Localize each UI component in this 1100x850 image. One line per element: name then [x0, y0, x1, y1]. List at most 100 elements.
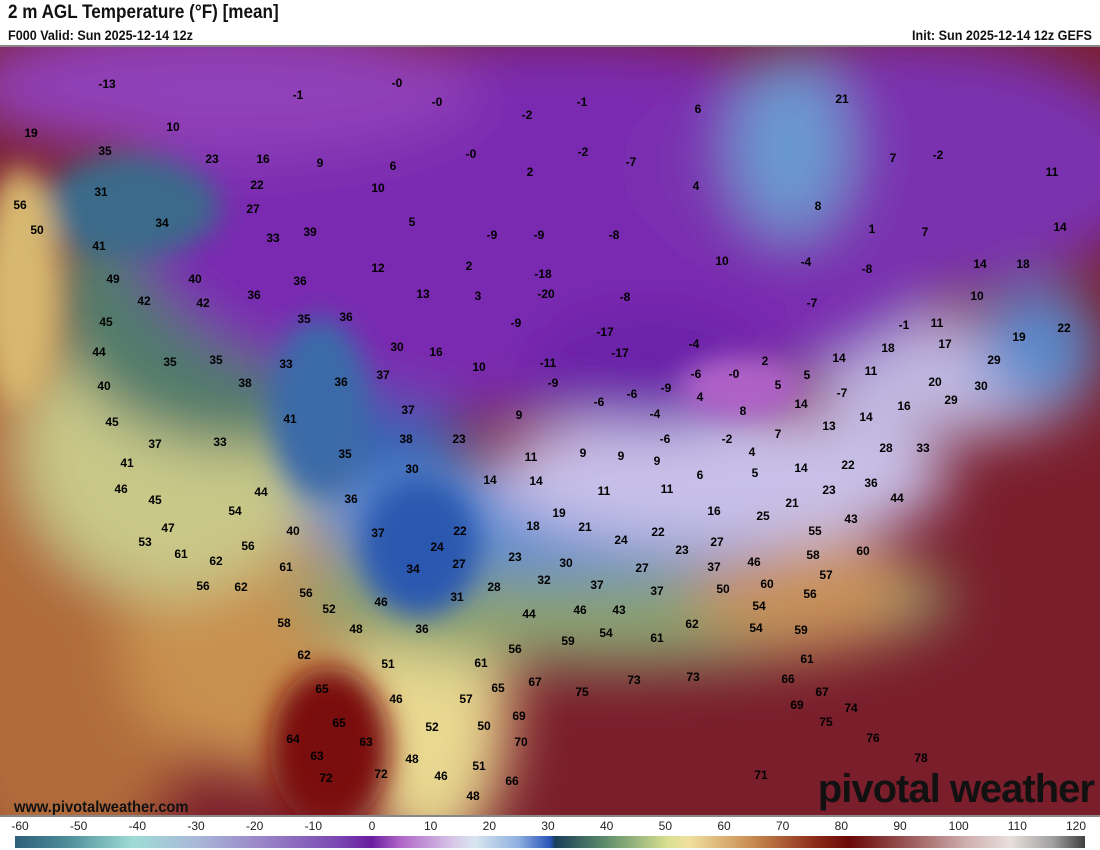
- temperature-label: 48: [466, 789, 480, 803]
- temperature-label: -6: [593, 395, 605, 409]
- temperature-label: -8: [861, 262, 873, 276]
- valid-time: F000 Valid: Sun 2025-12-14 12z: [8, 27, 193, 43]
- temperature-label: 39: [303, 225, 317, 239]
- temperature-label: 27: [452, 557, 466, 571]
- temperature-label: 56: [196, 579, 210, 593]
- colorbar-tick-label: 90: [893, 819, 907, 833]
- colorbar: -60 -50 -40 -30 -20 -10 0 10 20 30 40 50 60 70 80 90 100…: [0, 817, 1100, 850]
- temperature-label: 36: [415, 622, 429, 636]
- temperature-label: -20: [537, 287, 555, 301]
- temperature-label: 41: [120, 456, 134, 470]
- temperature-label: 44: [522, 607, 536, 621]
- temperature-label: 40: [97, 379, 111, 393]
- colorbar-tick-label: 50: [658, 819, 673, 833]
- temperature-label: 22: [651, 525, 665, 539]
- temperature-label: 63: [310, 749, 324, 763]
- temperature-label: 62: [234, 580, 248, 594]
- temperature-label: 3: [474, 289, 482, 303]
- temperature-label: 10: [970, 289, 984, 303]
- colorbar-scale: [15, 836, 1085, 848]
- temperature-label: 4: [748, 445, 756, 459]
- temperature-label: 2: [761, 354, 769, 368]
- temperature-label: 37: [590, 578, 604, 592]
- temperature-label: 44: [890, 491, 904, 505]
- temperature-label: 2: [526, 165, 534, 179]
- temperature-label: 24: [614, 533, 628, 547]
- temperature-label: 36: [293, 274, 307, 288]
- temperature-label: 67: [528, 675, 542, 689]
- temperature-label: 14: [794, 461, 808, 475]
- temperature-label: 54: [752, 599, 766, 613]
- temperature-label: 7: [774, 427, 782, 441]
- colorbar-tick-label: 10: [423, 819, 438, 833]
- temperature-label: 37: [148, 437, 162, 451]
- pivotal-weather-logo: pivotal weather: [817, 767, 1095, 811]
- temperature-label: 1: [868, 222, 876, 236]
- temperature-label: 9: [515, 408, 523, 422]
- temperature-label: 8: [739, 404, 747, 418]
- temperature-label: 30: [559, 556, 573, 570]
- temperature-label: 37: [707, 560, 721, 574]
- temperature-label: 10: [715, 254, 729, 268]
- temperature-label: 44: [92, 345, 106, 359]
- temperature-label: -7: [836, 386, 848, 400]
- temperature-label: 38: [399, 432, 413, 446]
- temperature-label: 54: [599, 626, 613, 640]
- temperature-label: 35: [98, 144, 112, 158]
- temperature-label: 9: [617, 449, 625, 463]
- temperature-label: 57: [459, 692, 473, 706]
- temperature-label: 45: [148, 493, 162, 507]
- temperature-label: 60: [760, 577, 774, 591]
- temperature-label: 56: [241, 539, 255, 553]
- temperature-label: 5: [803, 368, 811, 382]
- temperature-label: 61: [800, 652, 814, 666]
- temperature-label: 33: [279, 357, 293, 371]
- temperature-label: 47: [161, 521, 175, 535]
- temperature-label: 69: [790, 698, 804, 712]
- temperature-label: -17: [611, 346, 629, 360]
- temperature-label: 22: [841, 458, 855, 472]
- temperature-label: 18: [881, 341, 895, 355]
- temperature-label: 13: [822, 419, 836, 433]
- temperature-label: 11: [524, 450, 538, 464]
- temperature-label: 5: [751, 466, 759, 480]
- temperature-label: -6: [690, 367, 702, 381]
- temperature-label: -6: [659, 432, 671, 446]
- temperature-label: -11: [539, 356, 557, 370]
- temperature-label: 58: [806, 548, 820, 562]
- temperature-field: [0, 47, 1100, 815]
- temperature-label: 59: [794, 623, 808, 637]
- temperature-label: 40: [286, 524, 300, 538]
- temperature-label: 23: [675, 543, 689, 557]
- temperature-label: 70: [514, 735, 528, 749]
- temperature-label: 50: [716, 582, 730, 596]
- temperature-label: 43: [612, 603, 626, 617]
- temperature-label: 49: [106, 272, 120, 286]
- temperature-label: 16: [429, 345, 443, 359]
- temperature-label: 6: [694, 102, 702, 116]
- temperature-label: -1: [576, 95, 588, 109]
- temperature-label: 78: [914, 751, 928, 765]
- temperature-label: 6: [696, 468, 704, 482]
- temperature-label: 38: [238, 376, 252, 390]
- temperature-label: 21: [835, 92, 849, 106]
- init-time: Init: Sun 2025-12-14 12z GEFS: [912, 27, 1092, 43]
- temperature-label: 37: [401, 403, 415, 417]
- temperature-label: 61: [279, 560, 293, 574]
- temperature-label: 35: [163, 355, 177, 369]
- temperature-label: 55: [808, 524, 822, 538]
- temperature-label: 75: [819, 715, 833, 729]
- temperature-label: 18: [1016, 257, 1030, 271]
- temperature-label: -4: [688, 337, 700, 351]
- temperature-label: 54: [749, 621, 763, 635]
- temperature-label: 31: [450, 590, 464, 604]
- temperature-label: -2: [577, 145, 589, 159]
- colorbar-tick-label: 120: [1065, 819, 1087, 833]
- temperature-label: 41: [92, 239, 106, 253]
- temperature-label: 2: [465, 259, 473, 273]
- temperature-label: 36: [344, 492, 358, 506]
- temperature-label: 69: [512, 709, 526, 723]
- temperature-label: 54: [228, 504, 242, 518]
- temperature-label: 56: [803, 587, 817, 601]
- temperature-label: 9: [653, 454, 661, 468]
